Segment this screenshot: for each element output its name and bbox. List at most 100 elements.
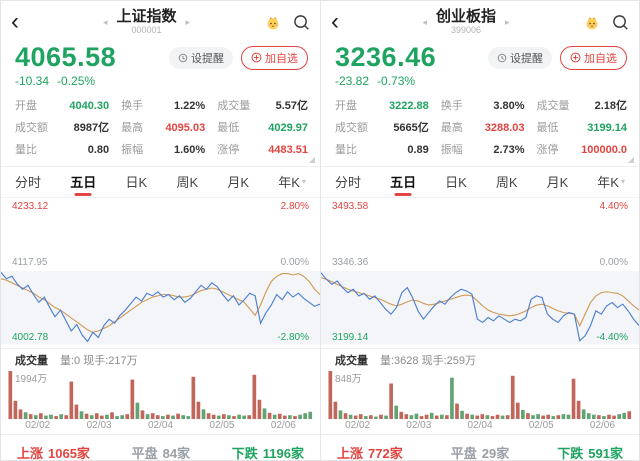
avg-price-line: [321, 277, 639, 328]
expand-stats-icon[interactable]: [308, 156, 315, 163]
tab-weekly-k[interactable]: 周K: [495, 175, 518, 190]
add-watchlist-label: 加自选: [584, 52, 617, 65]
axis-top-price: 4233.12: [12, 201, 49, 212]
back-button[interactable]: ‹: [11, 8, 19, 35]
title-block: 创业板指 399006: [436, 9, 496, 35]
decliners-stat[interactable]: 下跌 1196家: [231, 446, 304, 460]
date-label: 02/02: [345, 420, 371, 431]
market-breadth: 上涨 1065家 平盘 84家 下跌 1196家: [1, 434, 320, 460]
volume-header: 成交量 量:0 现手:217万: [1, 348, 320, 369]
stat-low: 最低 4029.97: [217, 122, 308, 134]
expand-stats-icon[interactable]: [627, 156, 634, 163]
action-buttons: 设提醒 加自选: [488, 45, 627, 70]
stat-turnover-rate: 换手 3.80%: [440, 100, 525, 112]
axis-bottom-price: 4002.78: [12, 332, 49, 343]
title-block: 上证指数 000001: [116, 9, 176, 35]
stat-limit-up: 涨停 100000.0: [536, 144, 627, 156]
stock-code: 000001: [131, 25, 162, 35]
prev-stock-icon[interactable]: ◂: [422, 16, 427, 27]
volume-header: 成交量 量:3628 现手:259万: [321, 348, 639, 369]
price-change: -23.82: [335, 74, 370, 88]
tab-monthly-k[interactable]: 月K: [546, 175, 569, 190]
tab-minute[interactable]: 分时: [15, 175, 42, 190]
decliners-stat[interactable]: 下跌 591家: [557, 446, 623, 460]
mascot-icon[interactable]: [264, 13, 282, 31]
tab-minute[interactable]: 分时: [335, 175, 362, 190]
change-row: -10.34 -0.25%: [1, 73, 320, 92]
search-icon[interactable]: [612, 14, 629, 31]
chevron-down-icon: ▾: [620, 177, 625, 186]
nav-icons: [575, 13, 629, 31]
advancers-stat[interactable]: 上涨 772家: [337, 446, 403, 460]
stats-grid: 开盘 3222.88 换手 3.80% 成交量 2.18亿 成交额 5665亿 最高 32…: [321, 92, 639, 167]
prev-stock-icon[interactable]: ◂: [102, 16, 108, 27]
volume-max-label: 1994万: [15, 374, 48, 385]
mascot-icon[interactable]: [583, 13, 601, 31]
date-label: 02/05: [209, 420, 235, 431]
volume-detail: 量:3628 现手:259万: [380, 355, 476, 367]
period-tabs: 分时 五日 日K 周K 月K 年K ▾: [321, 167, 639, 198]
volume-bar-chart[interactable]: 1994万: [8, 369, 313, 419]
date-label: 02/06: [270, 420, 296, 431]
five-day-line-chart[interactable]: 3493.58 4.40% 3346.36 0.00% 3199.14 -4.4…: [321, 198, 639, 348]
action-buttons: 设提醒 加自选: [169, 45, 308, 70]
title-group: ◂ 创业板指 399006 ▸: [357, 9, 575, 35]
axis-bottom-price: 3199.14: [332, 332, 369, 343]
volume-bar-chart[interactable]: 848万: [328, 369, 632, 419]
stat-high: 最高 4095.03: [121, 122, 206, 134]
tab-weekly-k[interactable]: 周K: [176, 175, 199, 190]
stat-open: 开盘 3222.88: [335, 100, 429, 112]
unchanged-stat[interactable]: 平盘 29家: [450, 446, 510, 460]
set-alert-label: 设提醒: [510, 52, 543, 65]
axis-bottom-pct: -2.80%: [277, 332, 309, 343]
set-alert-button[interactable]: 设提醒: [488, 46, 552, 69]
set-alert-button[interactable]: 设提醒: [169, 46, 233, 69]
stat-amount: 成交额 8987亿: [15, 122, 110, 134]
stat-volume: 成交量 5.57亿: [217, 100, 308, 112]
panel-chinext-index: ‹ ◂ 创业板指 399006 ▸: [320, 1, 639, 460]
price-row: 4065.58 设提醒 加自选: [1, 38, 320, 73]
date-label: 02/02: [25, 420, 51, 431]
stat-amplitude: 振幅 2.73%: [440, 144, 525, 156]
unchanged-stat[interactable]: 平盘 84家: [131, 446, 191, 460]
five-day-line-chart[interactable]: 4233.12 2.80% 4117.95 0.00% 4002.78 -2.8…: [1, 198, 320, 348]
period-tabs: 分时 五日 日K 周K 月K 年K ▾: [1, 167, 320, 198]
axis-top-pct: 2.80%: [280, 201, 309, 212]
nav-bar: ‹ ◂ 上证指数 000001 ▸: [1, 1, 320, 38]
date-axis: 02/02 02/03 02/04 02/05 02/06: [321, 419, 639, 434]
stats-grid: 开盘 4040.30 换手 1.22% 成交量 5.57亿 成交额 8987亿 最高 40…: [1, 92, 320, 167]
page-title: 创业板指: [435, 8, 496, 25]
chevron-down-icon: ▾: [301, 177, 306, 186]
stock-code: 399006: [450, 25, 482, 35]
stat-volume-ratio: 量比 0.80: [15, 144, 110, 156]
volume-detail: 量:0 现手:217万: [60, 355, 138, 367]
tab-daily-k[interactable]: 日K: [125, 175, 148, 190]
stat-volume-ratio: 量比 0.89: [335, 144, 429, 156]
back-button[interactable]: ‹: [331, 8, 339, 35]
next-stock-icon[interactable]: ▸: [185, 16, 191, 27]
axis-mid-price: 4117.95: [12, 257, 48, 268]
stat-turnover-rate: 换手 1.22%: [121, 100, 206, 112]
volume-title: 成交量: [15, 355, 48, 367]
axis-top-price: 3493.58: [332, 201, 369, 212]
next-stock-icon[interactable]: ▸: [505, 16, 510, 27]
tab-five-day[interactable]: 五日: [70, 172, 96, 197]
axis-top-pct: 4.40%: [599, 201, 628, 212]
title-group: ◂ 上证指数 000001 ▸: [37, 9, 256, 35]
date-label: 02/04: [467, 420, 493, 431]
tab-five-day[interactable]: 五日: [390, 172, 416, 197]
add-watchlist-button[interactable]: 加自选: [241, 45, 308, 70]
stat-volume: 成交量 2.18亿: [536, 100, 627, 112]
search-icon[interactable]: [293, 14, 310, 31]
add-watchlist-button[interactable]: 加自选: [560, 45, 627, 70]
nav-bar: ‹ ◂ 创业板指 399006 ▸: [321, 1, 639, 38]
volume-max-label: 848万: [335, 374, 362, 385]
plus-circle-icon: [570, 52, 581, 63]
date-label: 02/06: [589, 420, 615, 431]
tab-yearly-k[interactable]: 年K ▾: [278, 175, 306, 190]
tab-monthly-k[interactable]: 月K: [227, 175, 250, 190]
tab-yearly-k[interactable]: 年K ▾: [597, 175, 625, 190]
tab-daily-k[interactable]: 日K: [445, 175, 467, 190]
date-label: 02/03: [406, 420, 432, 431]
advancers-stat[interactable]: 上涨 1065家: [17, 446, 90, 460]
